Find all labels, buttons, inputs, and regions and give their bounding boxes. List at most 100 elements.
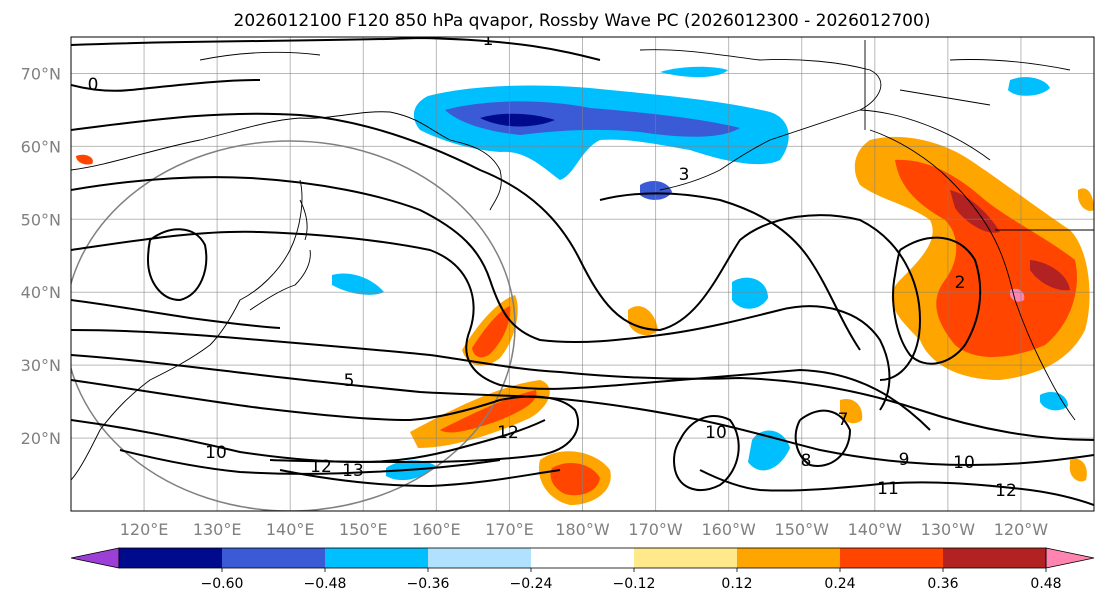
coast-asia: [71, 111, 502, 481]
contour-line: [892, 236, 982, 365]
colorbar-swatch: [325, 548, 428, 568]
colorbar-swatch: [119, 548, 222, 568]
colorbar-tick-label: 0.12: [721, 576, 752, 592]
lat-label: 20°N: [21, 429, 61, 448]
contour-line: [794, 409, 852, 467]
negative-anomaly-arctic-east: [1008, 77, 1050, 96]
contour-label: 7: [838, 410, 849, 430]
colorbar-tick-label: −0.48: [304, 576, 347, 592]
lon-label: 150°E: [339, 520, 388, 539]
graticule: [71, 37, 1094, 511]
contour-line: [71, 354, 1094, 467]
lon-label: 180°W: [555, 520, 610, 539]
contour-line: [672, 415, 740, 491]
colorbar-swatch: [222, 548, 325, 568]
lon-label: 160°E: [412, 520, 461, 539]
negative-anomaly-siberia-core: [445, 101, 740, 137]
colorbar-extend-high: [1045, 547, 1095, 569]
colorbar: −0.60 −0.48 −0.36 −0.24 −0.12 0.12 0.24 0.36 0.4…: [70, 547, 1095, 592]
contour-line: [599, 192, 861, 351]
figure-title: 2026012100 F120 850 hPa qvapor, Rossby W…: [234, 11, 931, 31]
contour-label: 12: [497, 423, 519, 443]
colorbar-swatch: [531, 548, 634, 568]
contour-label: 10: [705, 423, 727, 443]
colorbar-swatch: [737, 548, 840, 568]
contour-label: 11: [877, 479, 899, 499]
contour-line: [71, 299, 281, 329]
lon-label: 170°W: [628, 520, 683, 539]
negative-anomaly-japan: [332, 273, 384, 295]
contour-label: 2: [955, 273, 966, 293]
lon-label: 140°E: [266, 520, 315, 539]
colorbar-swatch: [840, 548, 943, 568]
qvapor-shading: [76, 66, 1094, 505]
contour-label: 12: [310, 457, 332, 477]
colorbar-swatch: [634, 548, 737, 568]
positive-anomaly-kuroshio-core: [472, 306, 511, 358]
positive-anomaly-small-4: [76, 154, 93, 165]
colorbar-tick-label: −0.36: [407, 576, 450, 592]
border-na: [859, 40, 1094, 231]
contour-label: 1: [483, 30, 494, 50]
positive-anomaly-small-1: [628, 306, 658, 336]
contour-label: 10: [953, 453, 975, 473]
colorbar-tick-label: −0.60: [201, 576, 244, 592]
contour-label: 10: [205, 443, 227, 463]
negative-anomaly-siberia-deep: [480, 113, 555, 127]
contour-line: [71, 176, 891, 411]
contour-line: [279, 469, 1094, 506]
contour-label: 0: [88, 75, 99, 95]
contour-line: [71, 112, 922, 381]
lat-label: 50°N: [21, 210, 61, 229]
contours: [71, 37, 1094, 506]
contour-line: [146, 228, 208, 302]
longitude-labels: 120°E 130°E 140°E 150°E 160°E 170°E 180°W 170°W…: [120, 520, 1049, 539]
lat-label: 30°N: [21, 356, 61, 375]
positive-anomaly-subtropical-jet-core: [440, 390, 537, 433]
colorbar-frame: [118, 547, 1047, 569]
contour-line: [119, 449, 501, 475]
contour-line: [71, 419, 546, 464]
colorbar-tick-label: 0.48: [1030, 576, 1061, 592]
map-frame: [70, 36, 1095, 512]
positive-anomaly-small-3: [1069, 458, 1087, 482]
coast-na-west: [869, 129, 1076, 421]
lon-label: 130°W: [921, 520, 976, 539]
positive-anomaly-small-5: [1078, 188, 1094, 211]
coast-japan: [249, 199, 311, 311]
positive-anomaly-dateline-south-core: [550, 463, 600, 496]
contour-label: 9: [899, 450, 910, 470]
lon-label: 160°W: [701, 520, 756, 539]
lon-label: 120°E: [120, 520, 169, 539]
positive-anomaly-gulf-core: [895, 159, 1077, 358]
negative-anomaly-alaska-north: [660, 66, 728, 78]
coast-arctic: [199, 51, 1071, 106]
colorbar-extend-low: [70, 547, 120, 569]
colorbar-tick-label: 0.36: [927, 576, 958, 592]
coastlines: [71, 40, 1094, 481]
positive-anomaly-small-2: [840, 398, 863, 424]
lat-label: 40°N: [21, 283, 61, 302]
coast-alaska: [639, 49, 882, 191]
contour-line: [71, 379, 580, 464]
negative-anomaly-mexico: [1040, 392, 1068, 411]
colorbar-tick-label: −0.12: [613, 576, 656, 592]
lon-label: 140°W: [848, 520, 903, 539]
colorbar-swatch: [428, 548, 531, 568]
contour-line: [71, 79, 261, 92]
contour-label: 3: [679, 165, 690, 185]
contour-label: 5: [344, 371, 355, 391]
negative-anomaly-pacific-mid: [732, 277, 768, 309]
colorbar-tick-label: 0.24: [824, 576, 855, 592]
contour-label: 8: [801, 451, 812, 471]
contour-label: 12: [995, 481, 1017, 501]
contour-line: [71, 329, 1094, 441]
contour-label: 13: [342, 461, 364, 481]
negative-anomaly-hawaii-north: [748, 430, 790, 471]
colorbar-swatch: [943, 548, 1046, 568]
lat-label: 70°N: [21, 64, 61, 83]
